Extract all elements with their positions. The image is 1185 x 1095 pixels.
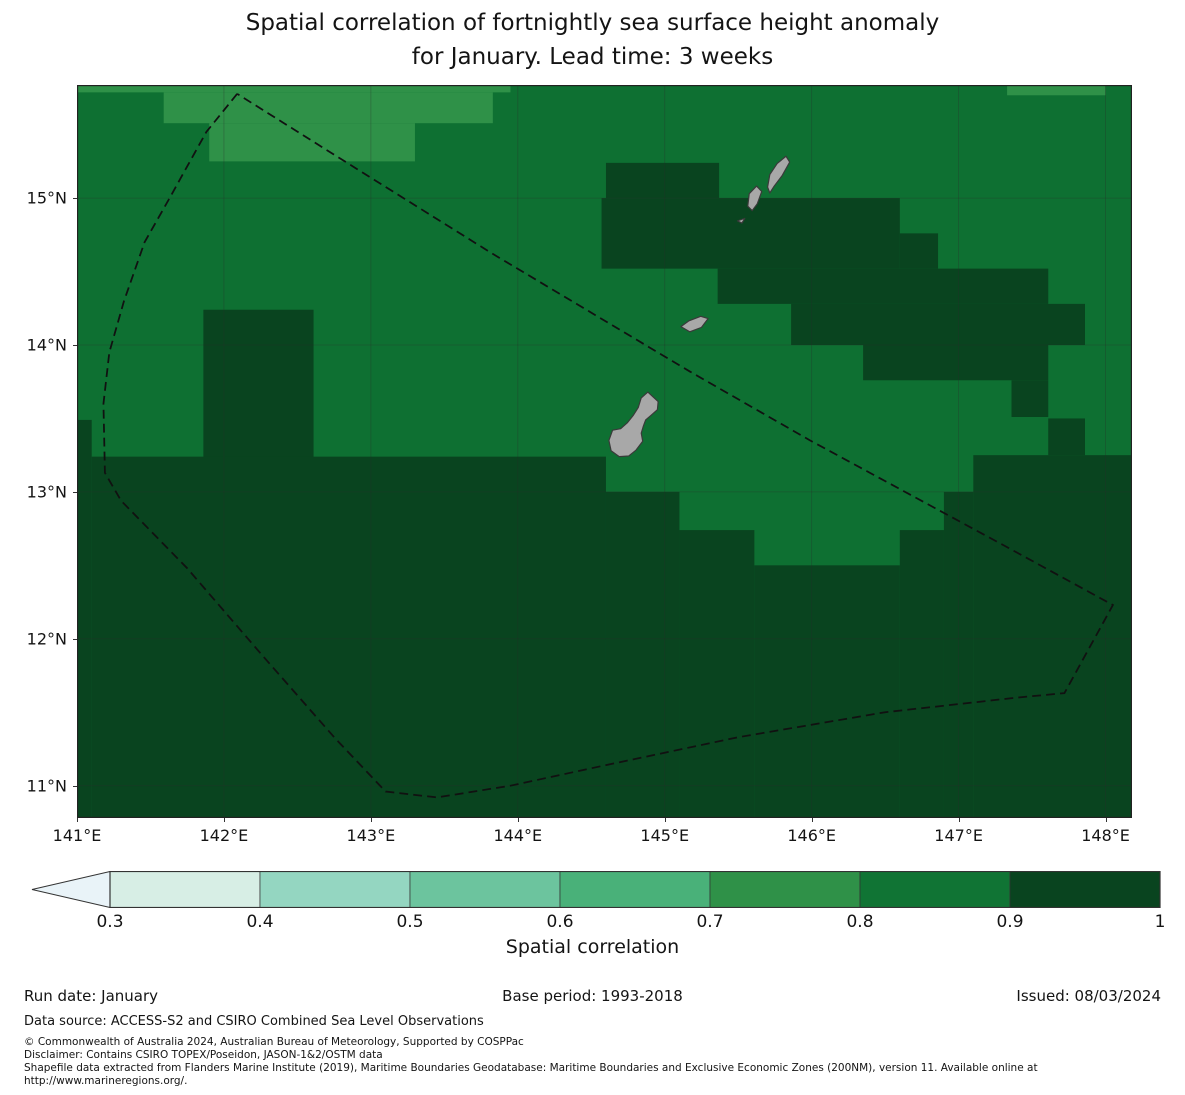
colorbar-tick-label: 0.9: [996, 912, 1024, 932]
title-line-1: Spatial correlation of fortnightly sea s…: [245, 10, 940, 36]
region-level-0.7-0.8: [209, 123, 415, 162]
x-axis-tick-label: 145°E: [640, 826, 690, 845]
x-axis-tick-label: 148°E: [1081, 826, 1130, 845]
colorbar-segment-0.7-0.8: [709, 871, 861, 908]
x-tick-mark: [811, 818, 813, 822]
y-axis-tick-label: 13°N: [26, 482, 67, 502]
colorbar-segment-0.3-0.4: [109, 871, 261, 908]
x-tick-mark: [223, 818, 225, 822]
region-level-0.7-0.8: [163, 92, 493, 124]
y-tick-mark: [73, 638, 77, 640]
colorbar-under-arrow: [31, 870, 111, 909]
region-level-0.9-1.0: [679, 530, 755, 818]
y-tick-mark: [73, 491, 77, 493]
page-title: Spatial correlation of fortnightly sea s…: [0, 6, 1185, 74]
region-level-0.9-1.0: [77, 419, 92, 818]
y-axis-tick-label: 12°N: [26, 629, 67, 649]
island-rota: [680, 315, 709, 333]
region-level-0.9-1.0: [863, 345, 1049, 381]
footer-data-source: Data source: ACCESS-S2 and CSIRO Combine…: [24, 1014, 484, 1029]
colorbar-tick-label: 0.8: [846, 912, 874, 932]
colorbar-tick-label: 0.7: [696, 912, 724, 932]
region-level-0.7-0.8: [1007, 85, 1106, 96]
map-figure: 141°E 142°E 143°E 144°E 145°E 146°E 147°E 148°E…: [26, 85, 1132, 845]
colorbar-axis-label: Spatial correlation: [505, 936, 680, 958]
region-level-0.9-1.0: [899, 233, 939, 269]
region-level-0.9-1.0: [605, 491, 680, 818]
colorbar-tick-label: 0.5: [396, 912, 424, 932]
x-axis-tick-label: 143°E: [346, 826, 396, 845]
colorbar-segment-0.5-0.6: [409, 871, 561, 908]
region-level-0.9-1.0: [791, 303, 1085, 346]
footer-base-period: Base period: 1993-2018: [502, 987, 683, 1005]
colorbar-tick-label: 0.3: [96, 912, 124, 932]
region-level-0.9-1.0: [605, 162, 720, 199]
y-axis-tick-label: 14°N: [26, 335, 67, 355]
island-guam: [608, 391, 659, 458]
footer-shapefile-note: Shapefile data extracted from Flanders M…: [24, 1062, 1038, 1087]
y-axis-tick-label: 15°N: [26, 188, 67, 208]
island-aguijan: [736, 217, 746, 224]
footer-run-date: Run date: January: [24, 987, 159, 1005]
x-tick-mark: [77, 818, 78, 822]
map-panel: [77, 85, 1132, 818]
x-axis-tick-label: 144°E: [493, 826, 543, 845]
region-level-0.9-1.0: [943, 491, 974, 818]
y-axis-tick-label: 11°N: [26, 776, 67, 796]
region-level-0.9-1.0: [717, 268, 1049, 304]
correlation-map: [77, 85, 1132, 818]
colorbar-segment-0.8-0.9: [859, 871, 1011, 908]
footer-copyright: © Commonwealth of Australia 2024, Austra…: [24, 1036, 524, 1048]
x-axis-tick-label: 141°E: [52, 826, 102, 845]
eez-boundary-line: [102, 93, 1115, 799]
island-tinian: [747, 185, 763, 212]
x-axis-tick-label: 142°E: [199, 826, 249, 845]
colorbar: [28, 870, 1164, 909]
y-tick-mark: [73, 198, 77, 200]
y-tick-mark: [73, 785, 77, 787]
region-level-0.7-0.8: [77, 85, 511, 93]
colorbar-tick-label: 0.6: [546, 912, 574, 932]
x-tick-mark: [958, 818, 960, 822]
y-tick-mark: [73, 345, 77, 346]
x-axis-tick-label: 147°E: [934, 826, 983, 845]
map-border: [77, 85, 1132, 818]
colorbar-svg: [31, 870, 1161, 909]
region-level-0.9-1.0: [899, 530, 944, 818]
title-line-2: for January. Lead time: 3 weeks: [411, 44, 774, 70]
x-tick-mark: [517, 818, 519, 822]
x-tick-mark: [1105, 818, 1107, 822]
footer-issued: Issued: 08/03/2024: [1016, 987, 1161, 1005]
colorbar-outline: [109, 870, 1161, 909]
footer-disclaimer: Disclaimer: Contains CSIRO TOPEX/Poseido…: [24, 1049, 383, 1061]
region-level-0.9-1.0: [1048, 418, 1085, 456]
region-level-0.9-1.0: [754, 565, 900, 818]
colorbar-segment-0.9-1.0: [1009, 871, 1161, 908]
colorbar-tick-label: 0.4: [246, 912, 274, 932]
region-level-0.9-1.0: [1011, 380, 1049, 417]
island-saipan: [767, 155, 791, 194]
colorbar-segment-0.6-0.7: [559, 871, 711, 908]
colorbar-tick-label: 1: [1154, 912, 1166, 932]
colorbar-segment-0.4-0.5: [259, 871, 411, 908]
x-tick-mark: [370, 818, 372, 822]
region-level-0.9-1.0: [973, 455, 1132, 818]
x-tick-mark: [664, 818, 666, 822]
region-level-0.9-1.0: [91, 456, 606, 818]
x-axis-tick-label: 146°E: [787, 826, 836, 845]
